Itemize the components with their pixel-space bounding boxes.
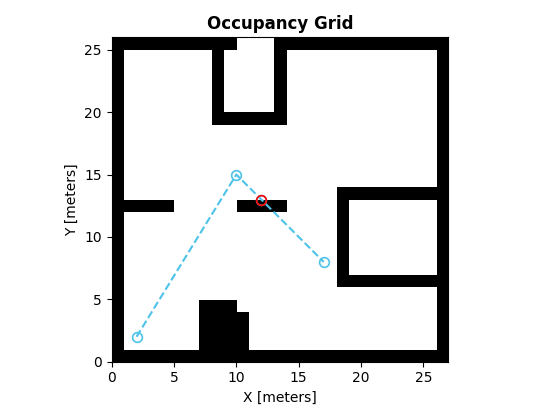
Y-axis label: Y [meters]: Y [meters] (64, 163, 78, 236)
Title: Occupancy Grid: Occupancy Grid (207, 15, 353, 33)
X-axis label: X [meters]: X [meters] (243, 391, 317, 405)
